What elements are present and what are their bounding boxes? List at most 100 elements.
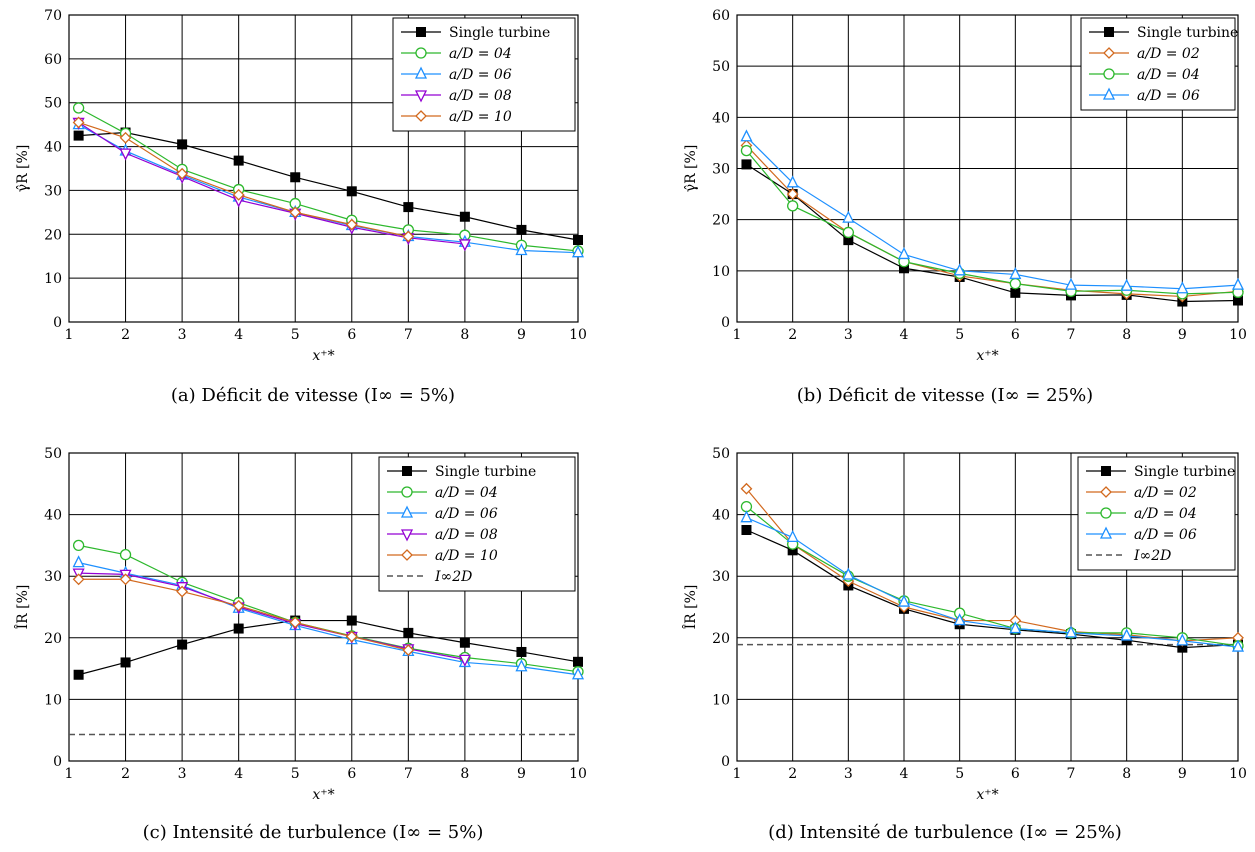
legend-marker: [400, 529, 414, 542]
series-line: [746, 506, 1239, 647]
data-point: [842, 210, 855, 223]
series-line: [746, 517, 1239, 648]
data-point: [1064, 625, 1078, 638]
x-tick-label: 5: [291, 766, 300, 782]
data-point: [289, 206, 302, 219]
series-single-turbine: [73, 615, 583, 680]
y-axis-label: ÎR [%]: [13, 585, 31, 630]
data-point: [740, 510, 753, 523]
x-axis-label: x⁺*: [312, 348, 334, 364]
data-point: [573, 656, 583, 667]
series-line: [78, 578, 409, 651]
chart-panel-d: 1 2 3 4 5 6 7 8 9 10 0 10 20 30 40 50 x⁺* ÎR [%] Single tu…: [681, 446, 1247, 803]
chart-panel-a: 1 2 3 4 5 6 7 8 9 10 0 10 20 30 40 50 60 70 x⁺* γ̂R [%] Sing…: [15, 8, 587, 364]
legend-marker: [401, 486, 413, 498]
data-point: [177, 139, 188, 150]
data-point: [289, 616, 302, 629]
data-point: [842, 226, 854, 239]
series-a-d-10: [72, 573, 415, 657]
data-point: [119, 548, 132, 561]
series-line: [78, 562, 579, 676]
legend-label: Single turbine: [435, 464, 536, 480]
legend-marker: [402, 466, 412, 476]
x-tick-label: 10: [569, 327, 587, 343]
x-tick-label: 8: [460, 327, 469, 343]
y-axis-label: γ̂R [%]: [15, 145, 31, 193]
series-line: [78, 619, 579, 676]
data-point: [516, 646, 527, 657]
data-point: [459, 637, 470, 648]
legend-marker: [415, 110, 427, 122]
data-point: [290, 172, 301, 183]
legend: Single turbine a/D = 04 a/D = 06 a/D = 08 a/…: [378, 456, 576, 592]
data-point: [515, 659, 528, 672]
series-line: [78, 572, 465, 660]
legend-label: a/D = 08: [435, 527, 498, 543]
data-point: [73, 130, 84, 141]
data-point: [899, 263, 909, 274]
x-tick-label: 9: [517, 327, 526, 343]
data-point: [345, 218, 358, 231]
data-point: [232, 599, 245, 612]
data-point: [786, 175, 799, 188]
legend-marker: [1099, 526, 1113, 539]
data-point: [72, 573, 85, 586]
y-tick-label: 30: [712, 569, 730, 585]
x-tick-label: 6: [1011, 327, 1020, 343]
data-point: [346, 615, 357, 626]
data-point: [72, 555, 85, 568]
y-tick-label: 0: [53, 754, 62, 770]
series-line: [746, 163, 1239, 303]
legend: Single turbine a/D = 02 a/D = 04 a/D = 06: [1080, 17, 1238, 111]
data-point: [1064, 277, 1078, 290]
y-tick-label: 20: [44, 227, 62, 243]
x-tick-label: 7: [404, 766, 413, 782]
data-point: [72, 539, 85, 552]
x-axis-label: x⁺*: [976, 348, 998, 364]
data-point: [842, 567, 855, 580]
data-point: [346, 186, 357, 197]
data-point: [458, 239, 471, 252]
legend-marker: [416, 27, 426, 37]
legend-label: a/D = 02: [1137, 46, 1200, 62]
series-line: [746, 136, 1239, 290]
y-tick-label: 40: [712, 110, 730, 126]
x-tick-label: 4: [234, 327, 243, 343]
legend-label: a/D = 04: [435, 485, 498, 501]
y-tick-label: 20: [712, 631, 730, 647]
series-line: [746, 150, 1239, 295]
legend-label: a/D = 06: [1137, 88, 1200, 104]
data-point: [402, 230, 415, 243]
x-tick-label: 2: [121, 766, 130, 782]
data-point: [897, 247, 911, 260]
legend-label: a/D = 04: [1137, 67, 1200, 83]
data-point: [1233, 295, 1243, 306]
legend-marker: [415, 47, 427, 59]
x-tick-label: 4: [900, 327, 909, 343]
legend-marker: [414, 90, 428, 103]
chart-panel-c: 1 2 3 4 5 6 7 8 9 10 0 10 20 30 40 50 x⁺* ÎR [%] Single tu…: [13, 446, 587, 803]
y-tick-label: 30: [712, 162, 730, 178]
legend-box: [378, 456, 576, 592]
data-point: [459, 211, 470, 222]
data-point: [515, 243, 528, 256]
series-line: [78, 121, 465, 245]
y-tick-label: 70: [44, 8, 62, 24]
legend: Single turbine a/D = 04 a/D = 06 a/D = 08 a/…: [392, 17, 576, 132]
data-point: [740, 500, 753, 513]
data-point: [403, 202, 414, 213]
data-point: [1010, 287, 1021, 298]
data-point: [177, 639, 188, 650]
y-tick-label: 20: [44, 631, 62, 647]
caption-d: (d) Intensité de turbulence (I∞ = 25%): [768, 822, 1122, 843]
legend-marker: [1103, 47, 1115, 59]
data-point: [787, 545, 798, 556]
x-tick-label: 5: [955, 327, 964, 343]
x-tick-label: 3: [844, 766, 853, 782]
series-single-turbine: [73, 127, 583, 245]
series-line: [78, 107, 579, 252]
caption-c: (c) Intensité de turbulence (I∞ = 5%): [142, 822, 484, 843]
legend-label: a/D = 10: [449, 109, 512, 125]
x-tick-label: 6: [1011, 766, 1020, 782]
